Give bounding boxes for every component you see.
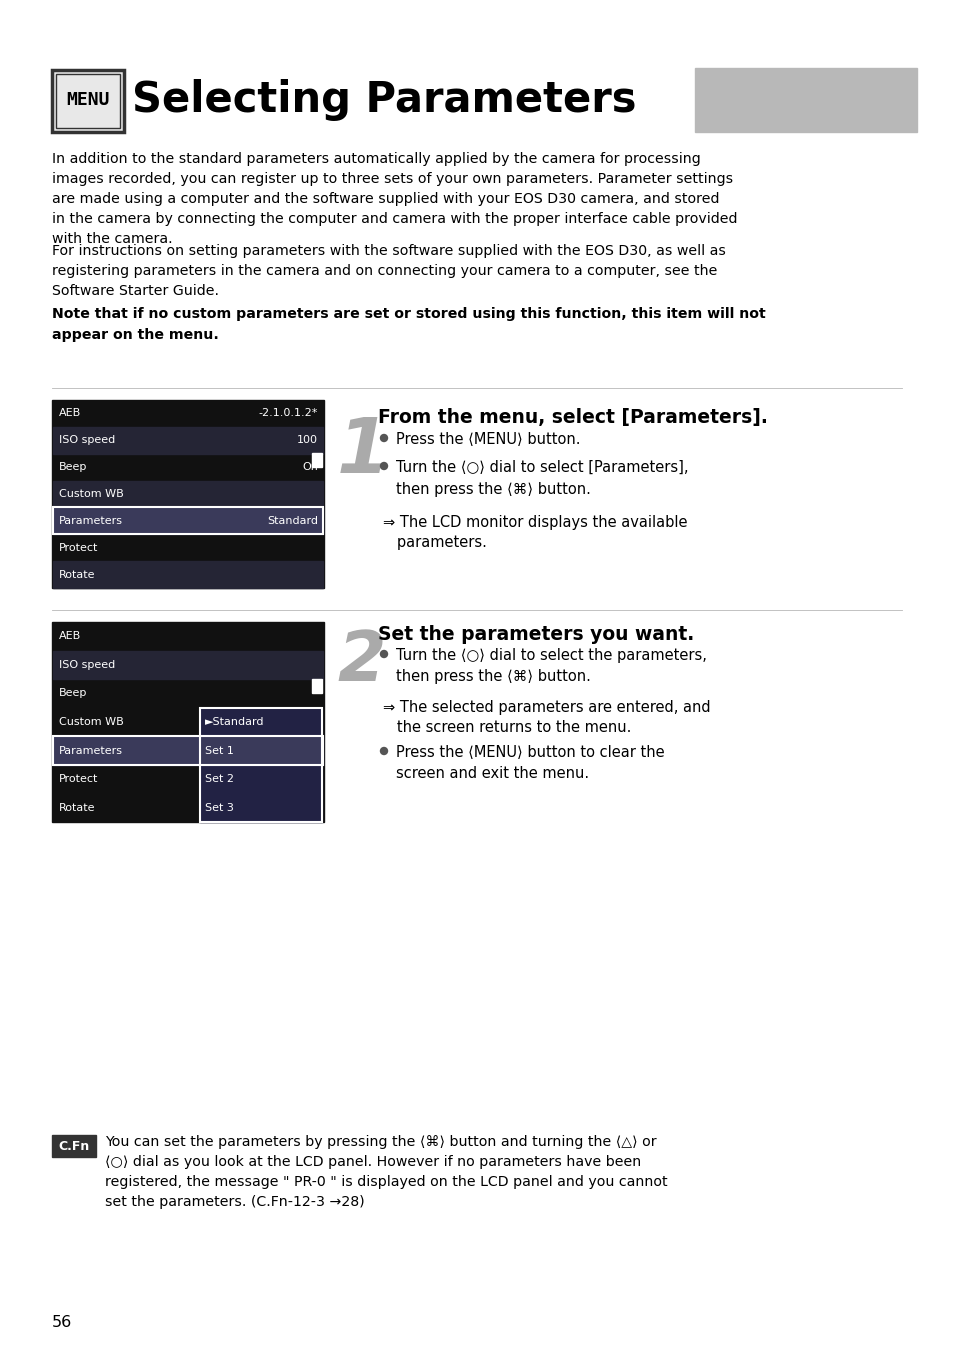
Bar [53,480,323,507]
Text: set the parameters. (C.Fn-12-3 →28): set the parameters. (C.Fn-12-3 →28) [105,1195,364,1209]
Bar [695,67,916,132]
Text: 56: 56 [52,1315,72,1330]
Text: Press the ⟨MENU⟩ button to clear the: Press the ⟨MENU⟩ button to clear the [395,745,664,759]
Text: ⇒ The LCD monitor displays the available: ⇒ The LCD monitor displays the available [382,515,687,530]
Bar [53,507,323,534]
Text: Beep: Beep [59,463,88,472]
Circle shape [380,434,387,441]
Bar [53,737,323,765]
Text: then press the ⟨⌘⟩ button.: then press the ⟨⌘⟩ button. [395,482,590,496]
Bar [56,74,120,128]
Circle shape [380,747,387,754]
Bar [312,453,322,467]
Text: then press the ⟨⌘⟩ button.: then press the ⟨⌘⟩ button. [395,669,590,684]
Text: Rotate: Rotate [59,569,95,580]
Text: 100: 100 [296,436,317,445]
Text: Turn the ⟨○⟩ dial to select the parameters,: Turn the ⟨○⟩ dial to select the paramete… [395,648,706,662]
Text: Custom WB: Custom WB [59,488,124,499]
Text: Press the ⟨MENU⟩ button.: Press the ⟨MENU⟩ button. [395,432,579,447]
Text: Protect: Protect [59,774,98,784]
Text: Selecting Parameters: Selecting Parameters [132,80,636,121]
Text: screen and exit the menu.: screen and exit the menu. [395,766,589,781]
Text: Turn the ⟨○⟩ dial to select [Parameters],: Turn the ⟨○⟩ dial to select [Parameters]… [395,460,688,475]
Text: AEB: AEB [59,631,81,641]
Text: ►Standard: ►Standard [205,718,264,727]
Text: For instructions on setting parameters with the software supplied with the EOS D: For instructions on setting parameters w… [52,244,725,298]
Text: 1: 1 [336,415,390,488]
Text: ISO speed: ISO speed [59,436,115,445]
Text: Set 1: Set 1 [205,746,233,755]
Text: ISO speed: ISO speed [59,660,115,670]
Text: In addition to the standard parameters automatically applied by the camera for p: In addition to the standard parameters a… [52,152,737,247]
Bar [312,680,322,693]
Text: Custom WB: Custom WB [59,718,124,727]
Bar [53,650,323,679]
Text: You can set the parameters by pressing the ⟨⌘⟩ button and turning the ⟨△⟩ or: You can set the parameters by pressing t… [105,1135,656,1149]
Circle shape [380,463,387,469]
Text: Set 3: Set 3 [205,803,233,812]
Bar [200,708,322,822]
Text: From the menu, select [Parameters].: From the menu, select [Parameters]. [377,407,767,428]
Text: Set 2: Set 2 [205,774,233,784]
Bar [53,426,323,453]
Circle shape [380,650,387,657]
Text: MENU: MENU [66,90,110,109]
Text: ⟨○⟩ dial as you look at the LCD panel. However if no parameters have been: ⟨○⟩ dial as you look at the LCD panel. H… [105,1155,640,1170]
Text: Set the parameters you want.: Set the parameters you want. [377,625,694,643]
Text: ⇒ The selected parameters are entered, and: ⇒ The selected parameters are entered, a… [382,700,710,715]
Text: -2.1.0.1.2*: -2.1.0.1.2* [258,409,317,418]
Bar [53,561,323,588]
Bar [53,507,323,534]
Text: On: On [302,463,317,472]
Bar [52,401,324,588]
Text: the screen returns to the menu.: the screen returns to the menu. [382,720,631,735]
Text: C.Fn: C.Fn [58,1140,90,1152]
Text: Protect: Protect [59,542,98,553]
Text: 2: 2 [336,629,385,695]
Bar [52,1135,96,1157]
Bar [200,708,322,822]
Text: Parameters: Parameters [59,746,123,755]
Text: Rotate: Rotate [59,803,95,812]
Bar [53,737,323,765]
Text: Parameters: Parameters [59,515,123,526]
Text: parameters.: parameters. [382,536,486,550]
Text: Note that if no custom parameters are set or stored using this function, this it: Note that if no custom parameters are se… [52,308,765,341]
Bar [52,622,324,822]
Text: Standard: Standard [267,515,317,526]
Text: registered, the message " PR-0 " is displayed on the LCD panel and you cannot: registered, the message " PR-0 " is disp… [105,1175,667,1188]
Text: AEB: AEB [59,409,81,418]
Text: Beep: Beep [59,688,88,699]
Bar [52,70,124,132]
